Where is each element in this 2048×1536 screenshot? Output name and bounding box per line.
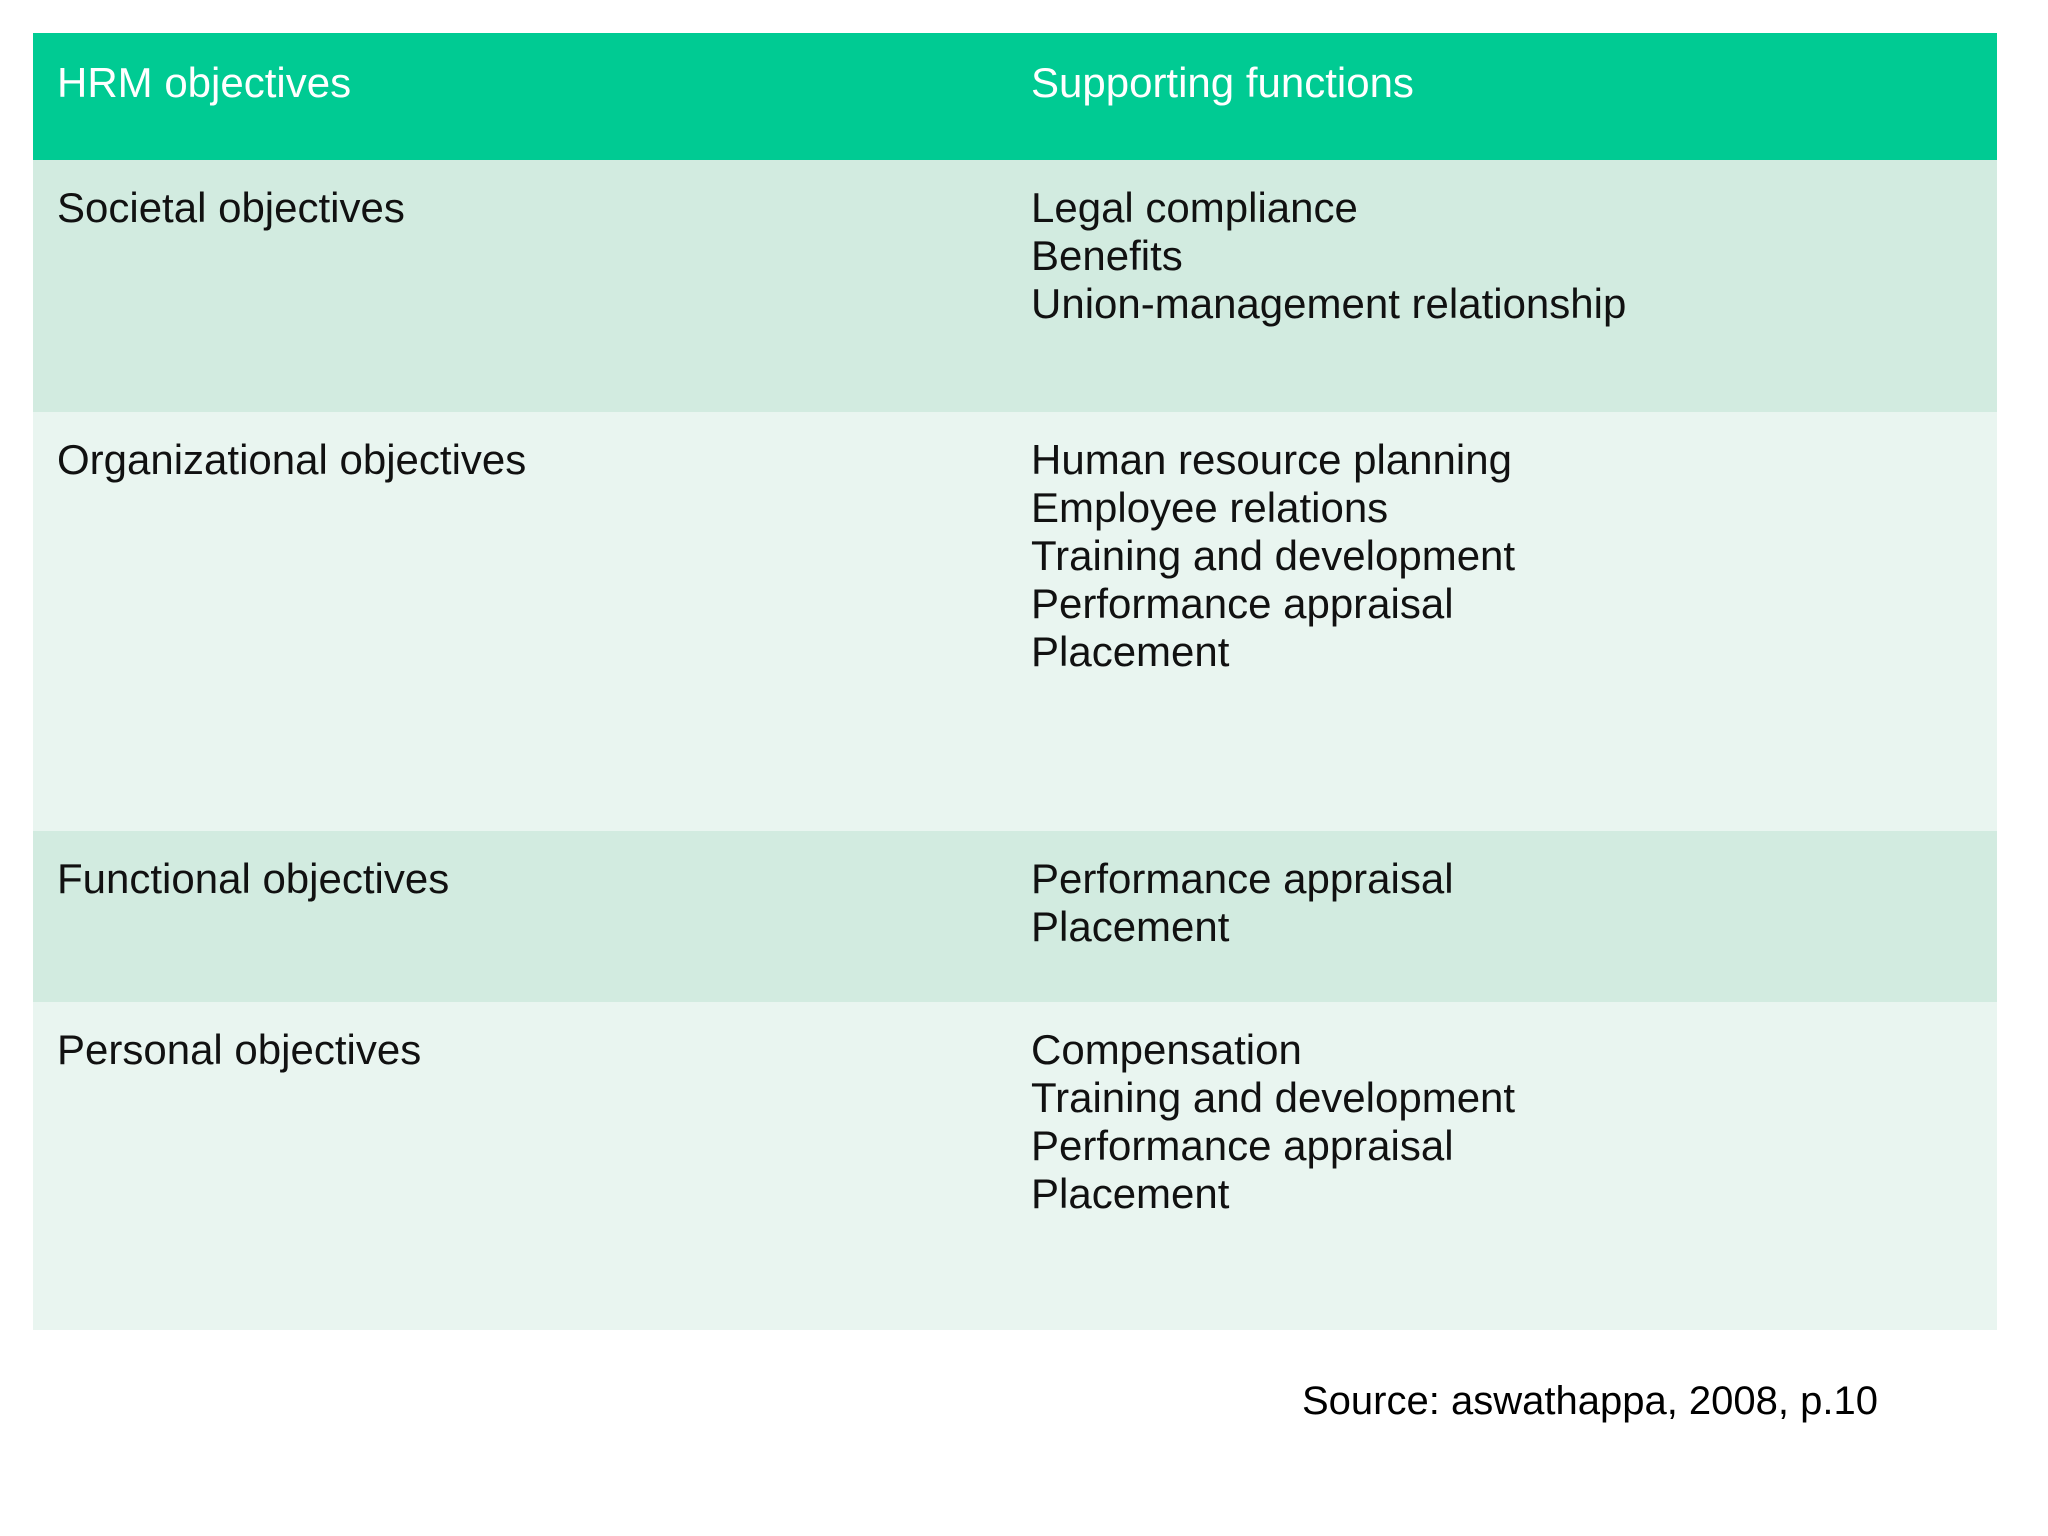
table-row-organizational: Organizational objectives Human resource… — [33, 412, 1997, 831]
table-row-functional: Functional objectives Performance apprai… — [33, 831, 1997, 1002]
function-item: Legal compliance — [1031, 184, 1358, 231]
function-item: Placement — [1031, 1170, 1230, 1217]
objective-cell: Personal objectives — [57, 1026, 422, 1073]
function-item: Training and development — [1031, 1074, 1516, 1121]
functions-cell: Human resource planning Employee relatio… — [1007, 412, 1997, 831]
functions-cell: Legal compliance Benefits Union-manageme… — [1007, 160, 1997, 412]
function-item: Benefits — [1031, 232, 1183, 279]
objective-cell: Functional objectives — [57, 855, 450, 902]
functions-cell: Compensation Training and development Pe… — [1007, 1002, 1997, 1330]
function-item: Union-management relationship — [1031, 280, 1627, 327]
table-header-row: HRM objectives Supporting functions — [33, 33, 1997, 160]
function-item: Compensation — [1031, 1026, 1302, 1073]
function-item: Human resource planning — [1031, 436, 1512, 483]
functions-cell: Performance appraisal Placement — [1007, 831, 1997, 1002]
objective-cell: Organizational objectives — [57, 436, 527, 483]
header-cell-supporting-functions: Supporting functions — [1031, 59, 1414, 106]
hrm-objectives-table: HRM objectives Supporting functions Soci… — [33, 33, 1997, 1330]
function-item: Performance appraisal — [1031, 855, 1454, 902]
table-row-societal: Societal objectives Legal compliance Ben… — [33, 160, 1997, 412]
function-item: Placement — [1031, 628, 1230, 675]
source-citation: Source: aswathappa, 2008, p.10 — [1302, 1379, 1878, 1423]
function-item: Employee relations — [1031, 484, 1389, 531]
table-row-personal: Personal objectives Compensation Trainin… — [33, 1002, 1997, 1330]
objective-cell: Societal objectives — [57, 184, 405, 231]
function-item: Training and development — [1031, 532, 1516, 579]
header-cell-hrm-objectives: HRM objectives — [57, 59, 352, 106]
function-item: Performance appraisal — [1031, 1122, 1454, 1169]
function-item: Placement — [1031, 903, 1230, 950]
function-item: Performance appraisal — [1031, 580, 1454, 627]
